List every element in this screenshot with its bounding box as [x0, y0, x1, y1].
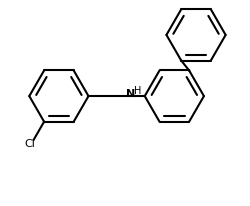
Text: H: H: [134, 86, 141, 96]
Text: N: N: [126, 89, 136, 99]
Text: Cl: Cl: [24, 138, 35, 148]
